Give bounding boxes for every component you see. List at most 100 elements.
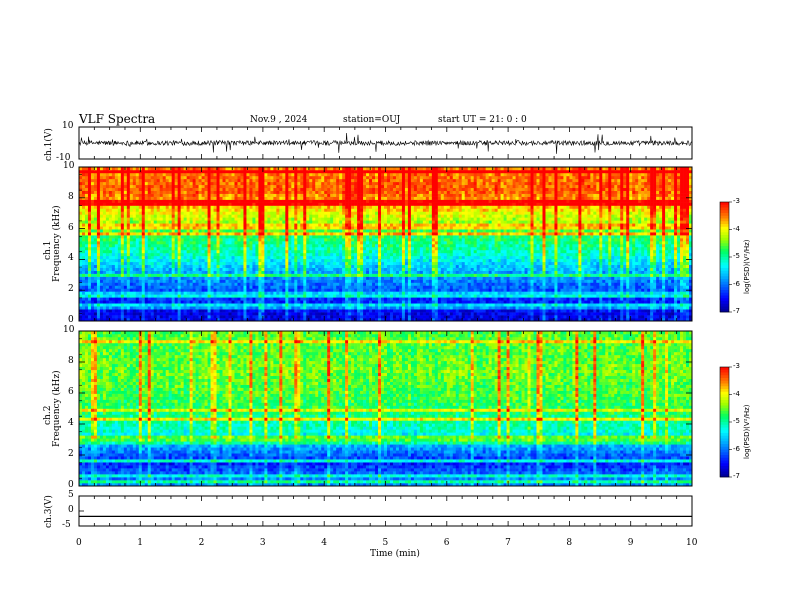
ch1-spectrogram-cell	[121, 268, 124, 271]
ch1-spectrogram-cell	[97, 203, 100, 206]
ch1-spectrogram-cell	[130, 253, 133, 256]
ch1-spectrogram-cell	[115, 170, 118, 173]
ch1-spectrogram-cell	[142, 197, 145, 200]
ch1-spectrogram-cell	[103, 226, 106, 229]
ch1-spectrogram-cell	[169, 182, 172, 185]
ch1-spectrogram-cell	[148, 283, 151, 286]
ch1-spectrogram-cell	[148, 176, 151, 179]
ch1-spectrogram-cell	[100, 306, 103, 309]
ch1-spectrogram-cell	[190, 217, 193, 220]
ch1-spectrogram-cell	[97, 238, 100, 241]
ch1-spectrogram-cell	[184, 312, 187, 315]
ch1-spectrogram-cell	[136, 220, 139, 223]
ch1-spectrogram-cell	[136, 235, 139, 238]
ch1-spectrogram-cell	[94, 173, 97, 176]
ch1-spectrogram-cell	[184, 247, 187, 250]
ch1-spectrogram-cell	[172, 303, 175, 306]
ch1-spectrogram-cell	[127, 203, 130, 206]
ch1-spectrogram-cell	[160, 294, 163, 297]
ch1-spectrogram-cell	[187, 179, 190, 182]
ch1-spectrogram-cell	[94, 208, 97, 211]
ch1-spectrogram-cell	[178, 200, 181, 203]
ch1-spectrogram-cell	[100, 256, 103, 259]
ch1-spectrogram-cell	[130, 288, 133, 291]
ch1-spectrogram-cell	[139, 179, 142, 182]
ch1-spectrogram-cell	[151, 194, 154, 197]
ch1-spectrogram-cell	[154, 170, 157, 173]
ch1-spectrogram-cell	[121, 182, 124, 185]
ch1-spectrogram-cell	[160, 312, 163, 315]
ch1-spectrogram-cell	[109, 271, 112, 274]
ch1-spectrogram-cell	[85, 214, 88, 217]
ch1-spectrogram-cell	[145, 285, 148, 288]
ch1-spectrogram-cell	[190, 259, 193, 262]
ch1-spectrogram-cell	[112, 232, 115, 235]
ch1-spectrogram-cell	[151, 238, 154, 241]
ch1-spectrogram-cell	[169, 188, 172, 191]
ch1-spectrogram-cell	[190, 182, 193, 185]
ch1-spectrogram-cell	[118, 271, 121, 274]
ch1-spectrogram-cell	[121, 179, 124, 182]
ch1-spectrogram-cell	[166, 265, 169, 268]
ch1-spectrogram-cell	[91, 211, 94, 214]
ch1-spectrogram-cell	[82, 191, 85, 194]
ch1-spectrogram-cell	[157, 173, 160, 176]
ch1-spectrogram-cell	[139, 176, 142, 179]
ch1-spectrogram-cell	[151, 176, 154, 179]
ch1-spectrogram-cell	[145, 208, 148, 211]
ch1-spectrogram-cell	[121, 274, 124, 277]
ch1-spectrogram-cell	[139, 285, 142, 288]
ch1-spectrogram-cell	[112, 185, 115, 188]
ch1-spectrogram-cell	[145, 200, 148, 203]
ch1-spectrogram-cell	[100, 206, 103, 209]
ch1-spectrogram-cell	[124, 283, 127, 286]
ch1-spectrogram-cell	[106, 294, 109, 297]
ch1-spectrogram-cell	[181, 203, 184, 206]
ch1-spectrogram-cell	[145, 315, 148, 318]
ch1-spectrogram-cell	[163, 259, 166, 262]
ch1-spectrogram-cell	[112, 303, 115, 306]
ch1-spectrogram-cell	[97, 283, 100, 286]
ch1-spectrogram-cell	[184, 214, 187, 217]
ch1-spectrogram-cell	[133, 229, 136, 232]
ch1-spectrogram-cell	[163, 211, 166, 214]
ch1-spectrogram-cell	[175, 241, 178, 244]
ch1-spectrogram-cell	[121, 262, 124, 265]
ch1-spectrogram-cell	[121, 280, 124, 283]
ch1-spectrogram-cell	[160, 303, 163, 306]
ch1-spectrogram-cell	[172, 194, 175, 197]
ch1-spectrogram-cell	[118, 256, 121, 259]
ch1-spectrogram-cell	[97, 294, 100, 297]
ch1-spectrogram-cell	[169, 268, 172, 271]
ch1-spectrogram-cell	[85, 283, 88, 286]
ch1-spectrogram-cell	[130, 268, 133, 271]
ch1-spectrogram-cell	[109, 265, 112, 268]
ch1-spectrogram-cell	[91, 268, 94, 271]
ch1-spectrogram-cell	[181, 197, 184, 200]
ch1-spectrogram-cell	[97, 188, 100, 191]
ch1-spectrogram-cell	[103, 271, 106, 274]
ch1-spectrogram-cell	[187, 211, 190, 214]
ch1-spectrogram-cell	[106, 173, 109, 176]
ch1-spectrogram-cell	[187, 274, 190, 277]
ch1-spectrogram-cell	[94, 262, 97, 265]
ch1-spectrogram-cell	[166, 283, 169, 286]
ch1-spectrogram-cell	[181, 244, 184, 247]
ch1-spectrogram-cell	[181, 253, 184, 256]
ch1-spectrogram-cell	[97, 182, 100, 185]
ch1-spectrogram-cell	[106, 256, 109, 259]
ch1-spectrogram-cell	[169, 271, 172, 274]
ch1-spectrogram-cell	[106, 185, 109, 188]
ch1-spectrogram-cell	[118, 179, 121, 182]
ch1-spectrogram-cell	[85, 238, 88, 241]
ch1-spectrogram-cell	[139, 312, 142, 315]
ch1-spectrogram-cell	[127, 259, 130, 262]
ch1-spectrogram-cell	[151, 226, 154, 229]
ch1-spectrogram-cell	[160, 265, 163, 268]
ch1-spectrogram-cell	[178, 303, 181, 306]
ch1-spectrogram-cell	[109, 188, 112, 191]
ch1-spectrogram-cell	[154, 203, 157, 206]
ch1-spectrogram-cell	[82, 232, 85, 235]
ch1-spectrogram-cell	[88, 277, 91, 280]
ch1-spectrogram-cell	[151, 253, 154, 256]
